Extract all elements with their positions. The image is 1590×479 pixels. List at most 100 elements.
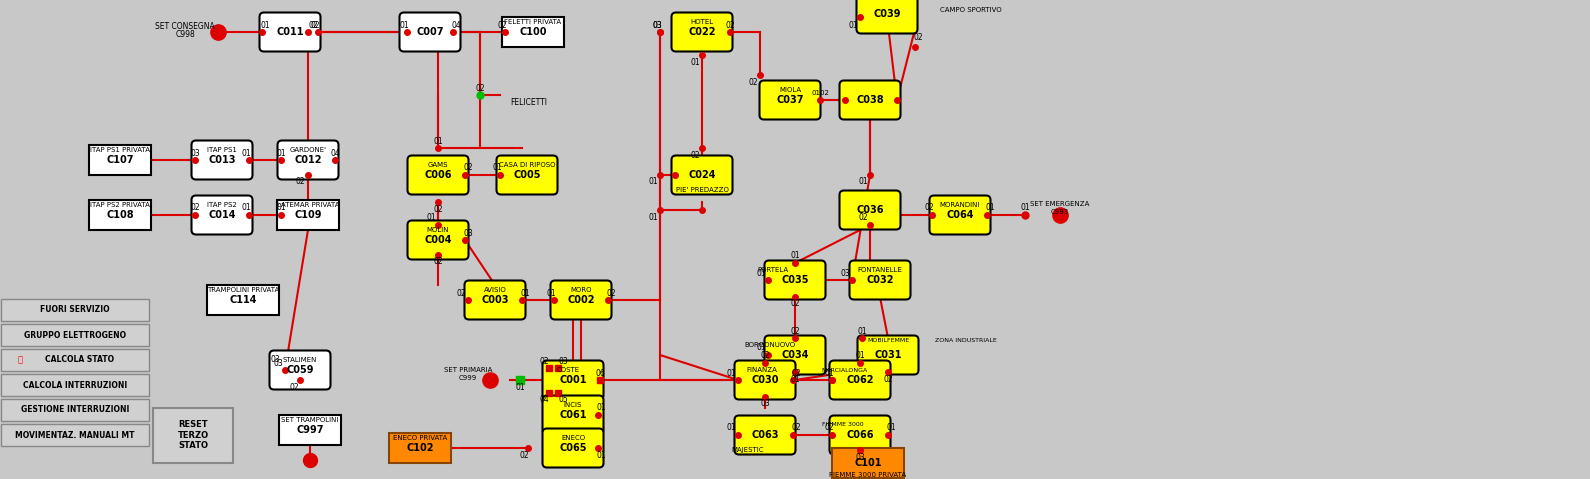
Text: AVISIO: AVISIO — [483, 287, 506, 293]
Text: C032: C032 — [867, 275, 894, 285]
Text: 01: 01 — [986, 204, 995, 213]
Text: 01: 01 — [399, 21, 409, 30]
Text: C034: C034 — [781, 350, 809, 360]
Text: 02: 02 — [456, 288, 466, 297]
Text: 02: 02 — [520, 451, 529, 459]
Text: C030: C030 — [750, 375, 779, 385]
FancyBboxPatch shape — [259, 12, 321, 52]
Bar — [2, 399, 149, 421]
Text: 03: 03 — [840, 269, 851, 277]
Text: 01: 01 — [596, 403, 606, 412]
Text: C036: C036 — [857, 205, 884, 215]
Text: C997: C997 — [296, 425, 324, 435]
Text: 04: 04 — [452, 21, 461, 30]
Text: C003: C003 — [482, 295, 509, 305]
Bar — [832, 448, 905, 478]
Text: C002: C002 — [568, 295, 595, 305]
Text: C035: C035 — [781, 275, 809, 285]
FancyBboxPatch shape — [278, 140, 339, 180]
Text: 01: 01 — [242, 204, 251, 213]
FancyBboxPatch shape — [464, 281, 526, 319]
Text: 02: 02 — [913, 33, 922, 42]
FancyBboxPatch shape — [407, 156, 469, 194]
Text: FONTANELLE: FONTANELLE — [857, 267, 903, 273]
Text: 01: 01 — [857, 327, 867, 335]
Text: 01: 01 — [859, 178, 868, 186]
Text: 02: 02 — [882, 375, 894, 384]
FancyBboxPatch shape — [765, 335, 825, 375]
Bar — [390, 433, 452, 463]
Text: C101: C101 — [854, 458, 882, 468]
Text: SET PRIMARIA: SET PRIMARIA — [444, 367, 493, 373]
Text: 02: 02 — [924, 204, 933, 213]
Text: C011: C011 — [277, 27, 304, 37]
Text: FIEMME 3000 PRIVATA: FIEMME 3000 PRIVATA — [830, 472, 906, 478]
Text: 02: 02 — [498, 21, 507, 30]
Text: C108: C108 — [107, 210, 134, 220]
Text: CALCOLA INTERRUZIONI: CALCOLA INTERRUZIONI — [22, 380, 127, 389]
Text: MORO: MORO — [571, 287, 591, 293]
Text: C039: C039 — [873, 9, 902, 19]
Text: PORTELA: PORTELA — [757, 267, 789, 273]
Text: CALCOLA STATO: CALCOLA STATO — [46, 355, 114, 365]
Text: GESTIONE INTERRUZIONI: GESTIONE INTERRUZIONI — [21, 406, 129, 414]
Text: 03: 03 — [652, 21, 661, 30]
FancyBboxPatch shape — [735, 361, 795, 399]
Text: C999: C999 — [460, 375, 477, 381]
FancyBboxPatch shape — [765, 261, 825, 299]
Text: 01: 01 — [649, 213, 658, 221]
Text: 02: 02 — [539, 357, 549, 366]
Text: 02: 02 — [191, 204, 200, 213]
Text: C993: C993 — [1051, 209, 1068, 215]
Bar — [2, 349, 149, 371]
Text: 01: 01 — [790, 251, 800, 261]
Text: 03: 03 — [652, 21, 661, 30]
FancyBboxPatch shape — [930, 195, 991, 235]
Text: CAMPO SPORTIVO: CAMPO SPORTIVO — [940, 7, 1002, 13]
FancyBboxPatch shape — [496, 156, 558, 194]
Bar — [2, 424, 149, 446]
Text: 03: 03 — [760, 399, 770, 409]
Text: 03: 03 — [558, 357, 568, 366]
FancyBboxPatch shape — [542, 396, 604, 434]
FancyBboxPatch shape — [269, 351, 331, 389]
FancyBboxPatch shape — [671, 156, 733, 194]
Text: MORANDINI: MORANDINI — [940, 202, 979, 208]
Text: 01: 01 — [277, 204, 286, 213]
Text: BORGONUOVO: BORGONUOVO — [744, 342, 795, 348]
Text: 02: 02 — [824, 423, 833, 433]
Text: 01: 01 — [242, 148, 251, 158]
Text: HOTEL: HOTEL — [690, 19, 714, 25]
Text: 01: 01 — [727, 368, 736, 377]
Text: 01: 01 — [886, 423, 895, 433]
Text: 01: 01 — [757, 269, 766, 277]
Text: 04: 04 — [331, 148, 340, 158]
FancyBboxPatch shape — [857, 335, 919, 375]
Text: C007: C007 — [417, 27, 444, 37]
Bar — [2, 324, 149, 346]
Text: 01: 01 — [847, 21, 859, 30]
FancyBboxPatch shape — [857, 0, 917, 34]
FancyBboxPatch shape — [542, 361, 604, 399]
Text: COSTE: COSTE — [556, 367, 580, 373]
FancyBboxPatch shape — [399, 12, 461, 52]
Text: ENECO: ENECO — [561, 435, 585, 441]
FancyBboxPatch shape — [407, 220, 469, 260]
Text: 01: 01 — [855, 352, 865, 361]
FancyBboxPatch shape — [830, 361, 890, 399]
Text: SET TRAMPOLINI: SET TRAMPOLINI — [281, 417, 339, 423]
Text: 02: 02 — [790, 327, 800, 335]
Text: C005: C005 — [514, 170, 541, 180]
Text: FUORI SERVIZIO: FUORI SERVIZIO — [40, 306, 110, 315]
Text: C066: C066 — [846, 430, 874, 440]
Text: 02: 02 — [859, 214, 868, 223]
Text: 02: 02 — [690, 150, 700, 160]
Text: MOLIN: MOLIN — [426, 227, 450, 233]
Text: MOBILFEMME: MOBILFEMME — [867, 339, 909, 343]
FancyBboxPatch shape — [840, 80, 900, 119]
Text: 02: 02 — [296, 178, 305, 186]
Text: C064: C064 — [946, 210, 973, 220]
Text: C006: C006 — [425, 170, 452, 180]
Text: C063: C063 — [750, 430, 779, 440]
Text: RESET
TERZO
STATO: RESET TERZO STATO — [178, 420, 208, 450]
